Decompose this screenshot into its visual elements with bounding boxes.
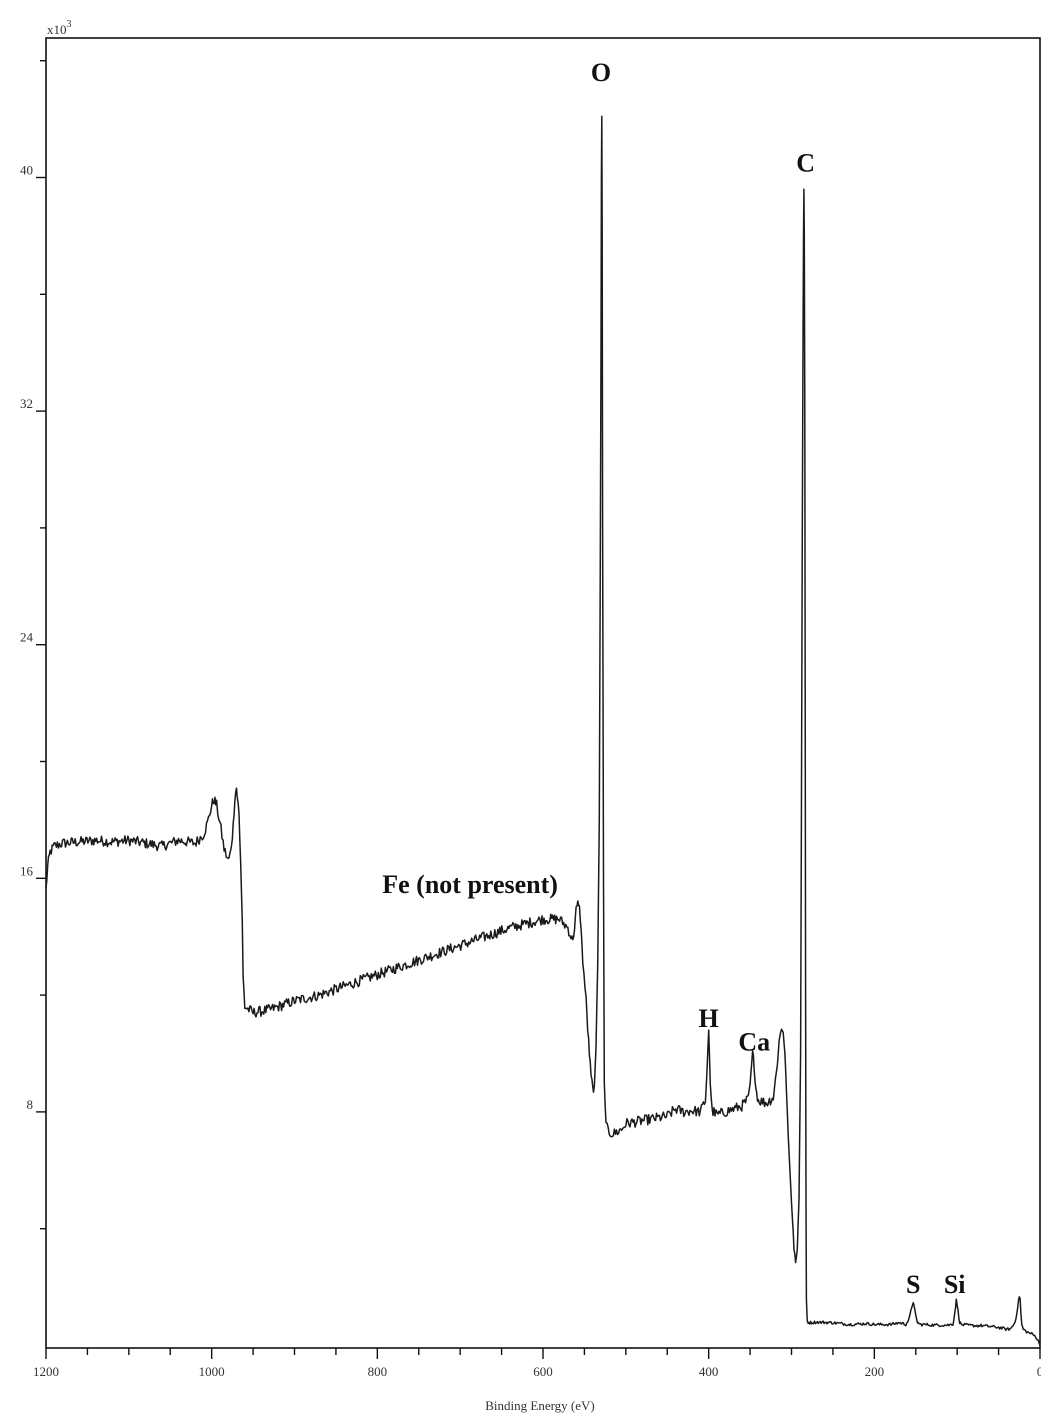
peak-label: C — [796, 149, 815, 178]
x-tick-label: 0 — [1037, 1364, 1041, 1379]
spectrum-line — [45, 115, 1041, 1346]
x-tick-label: 1200 — [33, 1364, 59, 1379]
y-tick-label: 8 — [27, 1097, 34, 1112]
peak-label: Ca — [738, 1028, 770, 1057]
x-tick-label: 1000 — [199, 1364, 225, 1379]
plot-frame — [45, 37, 1041, 1349]
x-tick-label: 400 — [699, 1364, 719, 1379]
peak-label: H — [699, 1004, 719, 1033]
x-tick-label: 200 — [865, 1364, 885, 1379]
x-tick-label: 800 — [368, 1364, 388, 1379]
peak-label: Fe (not present) — [382, 870, 558, 899]
y-axis-ticks: 8 16 24 32 40 — [20, 60, 46, 1230]
peak-annotations: O C Fe (not present) H Ca S Si — [382, 58, 965, 1299]
y-tick-label: 24 — [20, 630, 34, 645]
y-multiplier-label: x103 — [47, 19, 72, 37]
peak-label: S — [906, 1270, 920, 1299]
peak-label: Si — [944, 1270, 966, 1299]
y-tick-label: 32 — [20, 396, 33, 411]
y-tick-label: 40 — [20, 163, 33, 178]
peak-label: O — [591, 58, 611, 87]
x-axis-ticks: 1200 1000 800 600 400 200 0 — [33, 1348, 1041, 1379]
x-tick-label: 600 — [533, 1364, 553, 1379]
x-axis-title: Binding Energy (eV) — [485, 1398, 595, 1413]
y-tick-label: 16 — [20, 863, 34, 878]
